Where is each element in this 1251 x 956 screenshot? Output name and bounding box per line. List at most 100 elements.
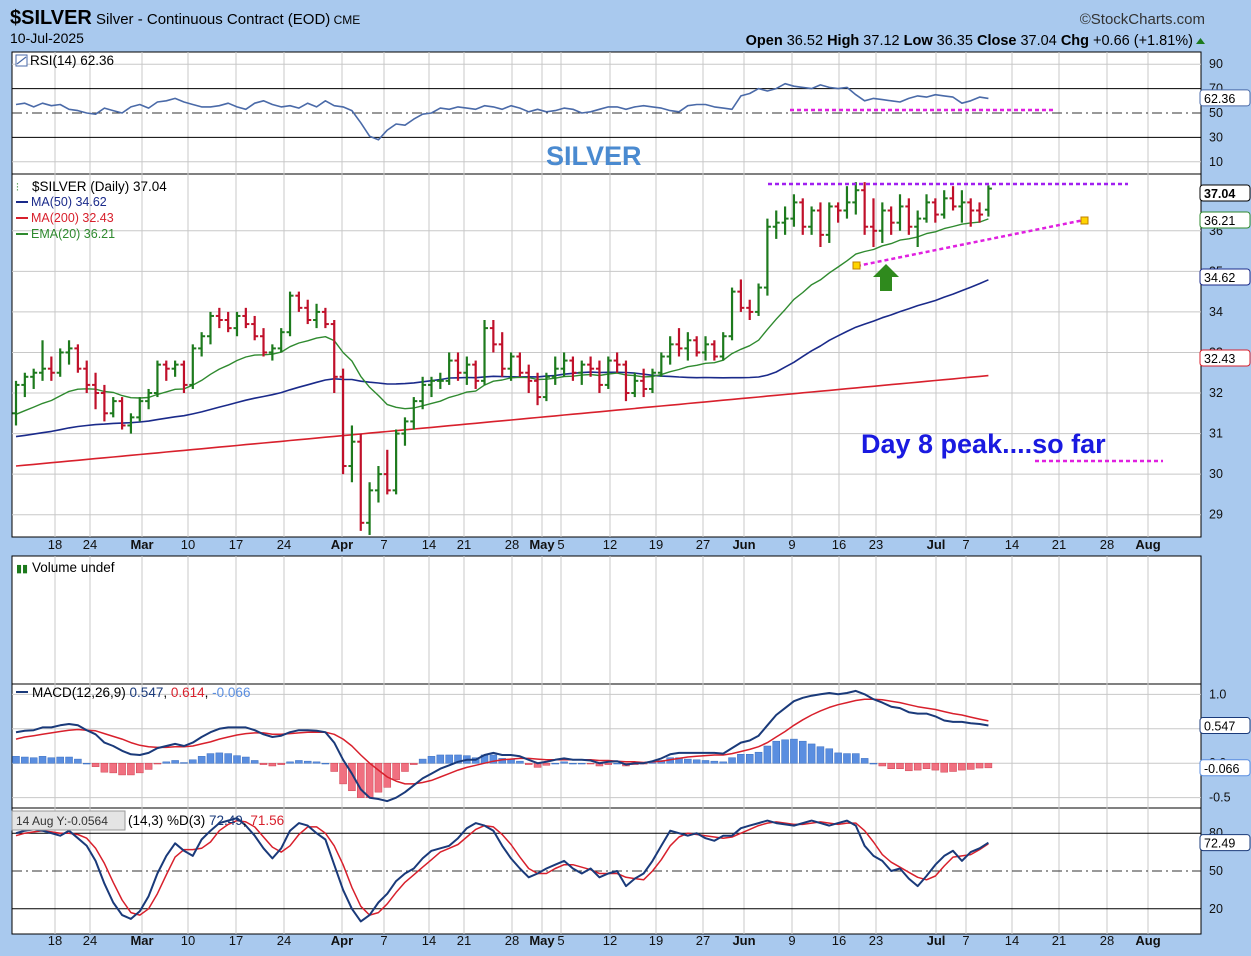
price-bar [224,311,232,333]
price-bar [896,194,904,231]
macd-histogram-bar [975,762,984,769]
macd-histogram-bar [940,762,948,773]
price-bar [560,352,568,377]
macd-histogram-bar [295,760,303,764]
macd-histogram-bar [100,762,109,773]
price-bar [675,328,683,357]
rsi-legend: RSI(14) 62.36 [30,53,114,68]
macd-histogram-bar [277,762,285,765]
price-bar [21,372,29,398]
macd-histogram-bar [65,756,73,764]
price-bar [304,299,312,325]
price-bar [949,186,957,211]
price-bar [816,202,824,248]
price-bar [339,368,347,475]
price-bar [348,425,356,483]
rsi-icon-line [16,56,27,65]
macd-histogram-bar [303,760,312,764]
x-tick-label: 23 [869,537,883,552]
price-bar [737,279,745,312]
price-bar [728,287,736,341]
price-bar [843,186,851,219]
price-bar [145,388,153,410]
price-bar [189,344,197,389]
macd-histogram-bar [224,753,232,764]
price-bar [569,356,577,381]
macd-histogram-bar [852,753,860,764]
price-bar [931,198,939,223]
price-bar [410,397,418,430]
macd-histogram-bar [418,758,427,764]
price-bar [781,206,789,235]
macd-panel [11,683,1202,809]
y-tick-label: 50 [1209,106,1223,120]
macd-histogram-bar [807,743,816,764]
price-bar [321,307,329,329]
price-bar [887,206,895,235]
x-tick-label: 16 [832,537,846,552]
macd-histogram-bar [860,758,869,764]
price-bar [295,291,303,312]
price-bar [967,198,975,227]
close-value-tag: 37.04 [1204,187,1235,201]
macd-histogram-bar [91,762,100,767]
x-tick-label: 27 [696,933,710,948]
price-bar [648,368,656,394]
x-tick-label: Aug [1135,537,1160,552]
price-bar [100,384,108,422]
price-bar [374,466,382,503]
price-bar [587,356,595,377]
x-tick-label: 12 [603,537,617,552]
price-bar [595,360,603,394]
x-tick-label: 28 [1100,933,1114,948]
price-bar [702,336,710,361]
x-tick-label: Jul [927,537,946,552]
ema20-legend: EMA(20) 36.21 [31,227,115,241]
macd-histogram-bar [321,762,330,765]
x-tick-label: 14 [1005,537,1019,552]
x-tick-label: 24 [83,537,97,552]
price-bar [976,202,984,223]
y-tick-label: 34 [1209,305,1223,319]
ma50-value-tag: 34.62 [1204,271,1235,285]
macd-histogram-bar [197,756,206,764]
price-bar [984,185,992,217]
macd-histogram-bar [931,762,940,771]
chart-title: $SILVER Silver - Continuous Contract (EO… [10,7,360,29]
macd-histogram-bar [215,752,224,764]
y-tick-label: 30 [1209,467,1223,481]
ma200-value-tag-box [1199,349,1251,367]
macd-histogram-bar [127,762,135,776]
macd-histogram-bar [136,762,144,774]
price-bar [180,360,188,394]
x-tick-label: May [529,933,555,948]
price-bar [215,307,223,329]
macd-value-tag-box [1199,717,1251,735]
price-bar [463,356,471,385]
macd-histogram-bar [905,762,913,772]
macd-histogram-bar [613,762,621,765]
macd-histogram-bar [710,760,719,764]
up-triangle-icon [1196,38,1205,44]
price-bar [772,210,780,239]
macd-histogram-bar [268,762,277,767]
x-tick-label: 21 [457,933,471,948]
macd-histogram-bar [374,762,383,793]
x-tick-label: 10 [181,933,195,948]
stoch-value-tag: 72.49 [1204,837,1235,851]
x-tick-label: 7 [962,537,969,552]
price-bar [578,360,586,385]
x-tick-label: 16 [832,933,846,948]
macd-histogram-bar [922,762,931,769]
price-bar [251,315,259,341]
price-bar [551,356,559,385]
y-tick-label: 32 [1209,386,1223,400]
x-tick-label: Apr [331,933,353,948]
price-panel [11,173,1202,538]
macd-signal-line [15,698,989,785]
price-bar [710,340,718,361]
macd-histogram-bar [109,762,117,774]
price-bar [878,202,886,243]
price-bar [56,348,64,377]
